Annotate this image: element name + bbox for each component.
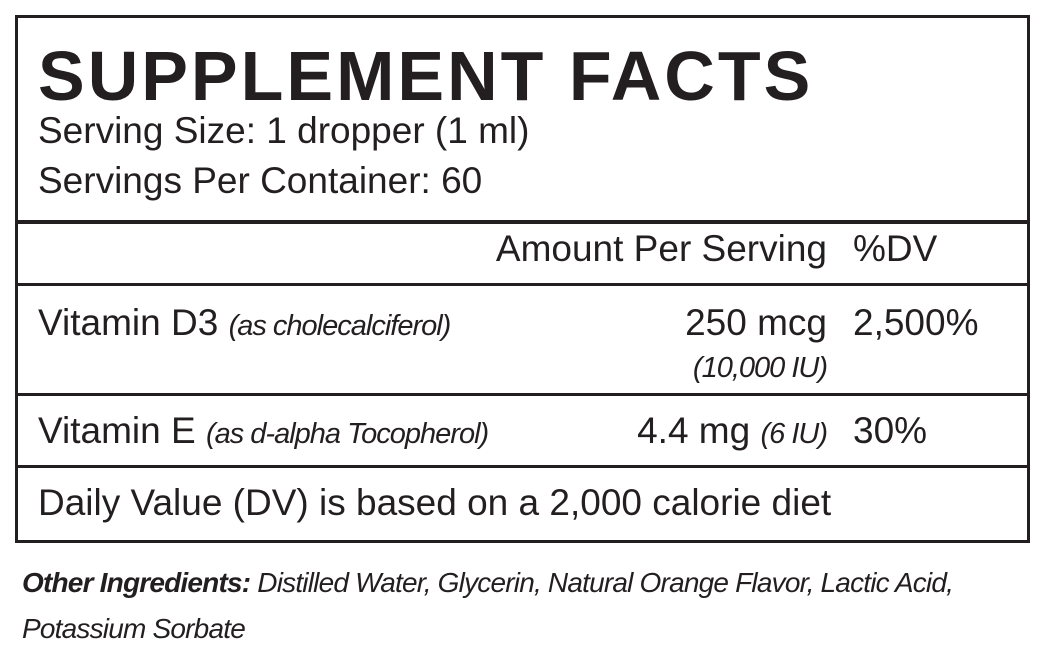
divider (18, 465, 1027, 468)
other-ingredients-text: Distilled Water, Glycerin, Natural Orang… (22, 567, 954, 644)
dv-header: %DV (853, 228, 938, 269)
nutrient-amount: 4.4 mg (6 IU) (637, 410, 828, 455)
footnote: Daily Value (DV) is based on a 2,000 cal… (38, 482, 832, 523)
nutrient-name: Vitamin D3 (38, 302, 219, 343)
facts-panel: SUPPLEMENT FACTS Serving Size: 1 dropper… (15, 15, 1030, 543)
other-ingredients-label: Other Ingredients: (22, 567, 251, 598)
nutrient-dv: 30% (853, 410, 928, 451)
nutrient-amount: 250 mcg (685, 302, 827, 343)
other-ingredients: Other Ingredients: Distilled Water, Glyc… (22, 560, 982, 652)
nutrient-row: Vitamin E (as d-alpha Tocopherol) (38, 410, 489, 455)
nutrient-amount-value: 4.4 mg (637, 410, 751, 451)
amount-header: Amount Per Serving (495, 228, 827, 269)
nutrient-dv: 2,500% (853, 302, 979, 343)
nutrient-name: Vitamin E (38, 410, 196, 451)
nutrient-source: (as cholecalciferol) (228, 310, 452, 342)
nutrient-row: Vitamin D3 (as cholecalciferol) (38, 302, 452, 347)
divider (18, 220, 1027, 224)
divider (18, 393, 1027, 396)
serving-size: Serving Size: 1 dropper (1 ml) (38, 110, 530, 151)
panel-title: SUPPLEMENT FACTS (38, 37, 814, 115)
nutrient-source: (as d-alpha Tocopherol) (205, 418, 489, 450)
nutrient-amount-iu: (6 IU) (760, 418, 828, 450)
divider (18, 283, 1027, 286)
servings-per-container: Servings Per Container: 60 (38, 160, 483, 201)
nutrient-amount-iu: (10,000 IU) (692, 352, 828, 384)
